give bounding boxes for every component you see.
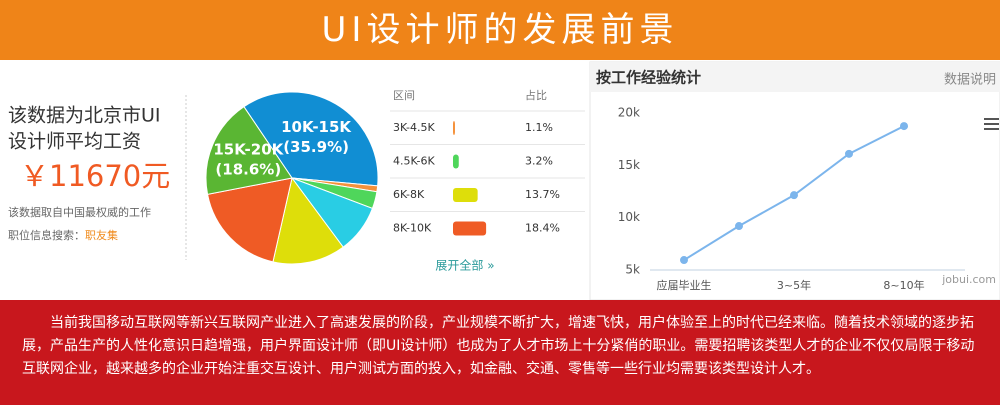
point	[735, 222, 743, 231]
legend-bar	[453, 154, 459, 169]
x-tick-label: 应届毕业生	[657, 278, 712, 292]
source: 职位信息搜索：	[8, 228, 85, 242]
content: 该数据为北京市UI 设计师平均工资 ￥11670元 该数据取自中国最权威的工作 …	[0, 60, 1000, 300]
pie-slice	[243, 91, 379, 187]
y-tick-label: 20k	[618, 106, 640, 120]
legend-value: 13.7%	[525, 188, 560, 201]
y-tick-label: 5k	[625, 263, 640, 277]
table-header: 占比	[525, 88, 547, 102]
slice-label: 15K-20K	[213, 140, 284, 158]
pie-slice	[205, 106, 293, 195]
legend-value: 18.4%	[525, 222, 560, 235]
banner-title: UI设计师的发展前景	[0, 0, 1000, 60]
panel-header	[590, 62, 1000, 92]
pie-slice	[206, 177, 293, 263]
caption: 该数据为北京市UI	[8, 105, 161, 127]
y-tick-label: 10k	[618, 210, 640, 224]
salary-amount: ￥11670元	[20, 159, 170, 193]
watermark: jobui.com	[941, 273, 996, 286]
legend-label: 4.5K-6K	[393, 155, 436, 168]
table-header: 区间	[393, 89, 415, 102]
x-tick-label: 3~5年	[777, 278, 811, 292]
legend-bar	[453, 221, 487, 236]
source: 职位信息搜索：职友集	[8, 228, 118, 242]
legend-label: 8K-10K	[393, 222, 432, 235]
point	[900, 122, 908, 131]
menu-icon[interactable]	[984, 118, 999, 130]
legend-value: 1.1%	[525, 121, 553, 134]
legend-label: 3K-4.5K	[393, 121, 436, 134]
paragraph: 当前我国移动互联网等新兴互联网产业进入了高速发展的阶段，产业规模不断扩大，增速飞…	[0, 300, 1000, 405]
note[interactable]: 数据说明	[944, 73, 996, 88]
legend-value: 3.2%	[525, 155, 553, 168]
y-tick-label: 15k	[618, 158, 640, 172]
point	[845, 149, 853, 158]
source-link[interactable]: 职友集	[85, 228, 118, 242]
legend-bar	[453, 121, 455, 135]
point	[680, 256, 688, 265]
caption: 设计师平均工资	[8, 131, 141, 153]
slice-value: (18.6%)	[215, 160, 281, 178]
legend-label: 6K-8K	[393, 188, 425, 201]
point	[790, 191, 798, 200]
x-tick-label: 8~10年	[883, 278, 924, 292]
source: 该数据取自中国最权威的工作	[8, 205, 151, 219]
slice-value: (35.9%)	[283, 138, 349, 156]
background	[0, 60, 1000, 300]
expand-link[interactable]: 展开全部 »	[435, 258, 494, 273]
slice-label: 10K-15K	[281, 118, 352, 136]
line-title: 按工作经验统计	[596, 69, 701, 87]
pie-slice	[272, 176, 344, 265]
legend-bar	[453, 188, 478, 202]
